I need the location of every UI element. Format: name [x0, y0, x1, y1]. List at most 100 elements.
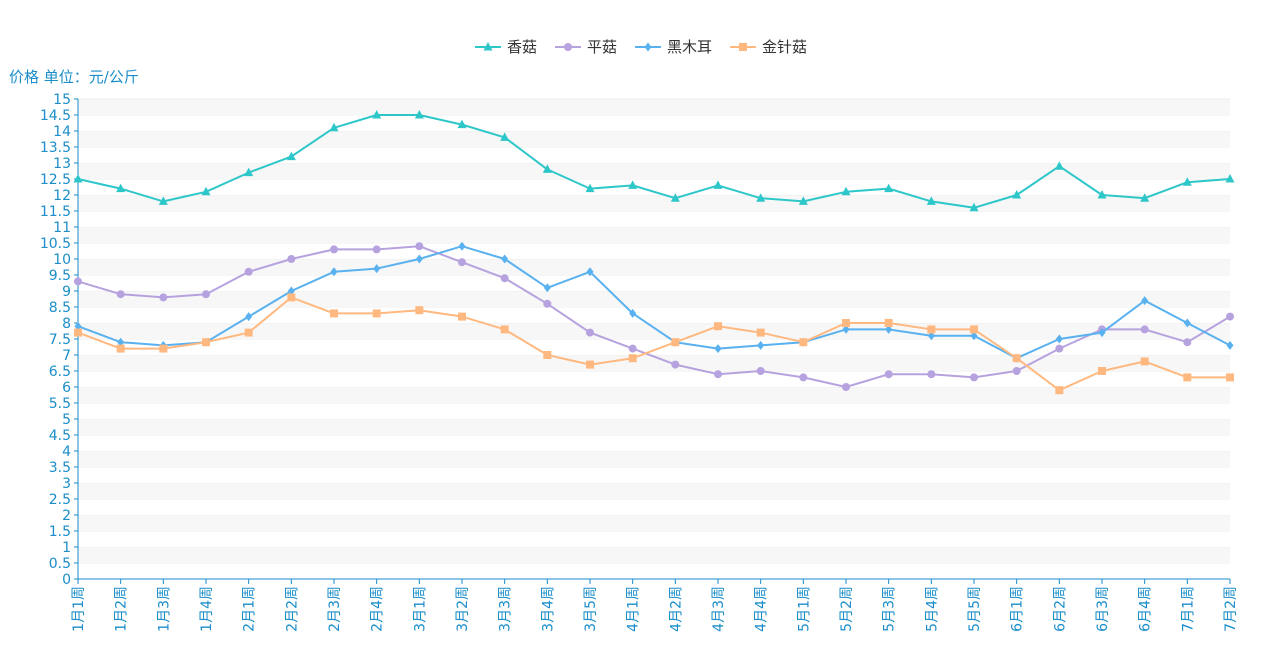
data-point: [927, 325, 936, 334]
grid-band: [78, 259, 1230, 275]
grid-band: [78, 291, 1230, 307]
data-point: [927, 331, 935, 341]
data-point: [458, 312, 466, 321]
grid-band: [78, 99, 1230, 115]
data-point: [330, 267, 338, 277]
legend-triangle-icon: [474, 41, 501, 50]
legend-item[interactable]: 香菇: [474, 36, 537, 57]
data-point: [798, 196, 808, 205]
y-tick-label: 3: [62, 476, 71, 492]
grid-band: [78, 307, 1230, 323]
x-tick-label: 5月3周: [882, 586, 898, 632]
grid-band: [78, 499, 1230, 515]
y-tick-label: 1.5: [49, 524, 71, 540]
grid-band: [78, 339, 1230, 355]
data-point: [757, 340, 765, 350]
data-point: [670, 193, 680, 202]
data-point: [287, 293, 296, 302]
data-point: [756, 367, 765, 375]
data-point: [884, 370, 893, 379]
x-tick-label: 6月4周: [1138, 586, 1154, 632]
y-tick-label: 0.5: [49, 556, 71, 572]
data-point: [543, 351, 552, 359]
data-point: [117, 337, 125, 347]
data-point: [286, 151, 296, 161]
y-axis-title: 价格 单位：元/公斤: [9, 68, 139, 86]
data-point: [628, 344, 637, 353]
data-point: [329, 122, 339, 132]
grid-band: [78, 243, 1230, 259]
y-tick-label: 11: [53, 220, 71, 236]
data-point: [1226, 373, 1234, 382]
data-point: [927, 370, 936, 379]
x-tick-label: 3月5周: [583, 586, 599, 632]
data-point: [586, 360, 594, 369]
data-point: [244, 167, 254, 177]
x-tick-label: 1月1周: [71, 586, 87, 632]
data-point: [1141, 296, 1149, 306]
legend-diamond-icon: [635, 42, 661, 51]
legend-item[interactable]: 平菇: [554, 36, 617, 57]
legend-item[interactable]: 黑木耳: [635, 36, 712, 57]
grid-band: [78, 483, 1230, 499]
data-point: [1097, 190, 1107, 199]
data-point: [330, 245, 338, 254]
x-tick-label: 6月1周: [1010, 586, 1026, 632]
y-tick-label: 9.5: [49, 268, 71, 284]
data-point: [1140, 357, 1149, 366]
data-point: [501, 254, 509, 264]
data-point: [842, 324, 850, 334]
x-tick-label: 3月3周: [498, 586, 514, 632]
data-point: [415, 242, 424, 251]
data-point: [373, 264, 381, 274]
legend-label: 金针菇: [762, 38, 808, 56]
data-point: [116, 183, 126, 193]
y-tick-label: 6.5: [49, 364, 71, 380]
y-tick-label: 1: [62, 540, 71, 556]
y-tick-label: 12: [53, 188, 71, 204]
x-tick-label: 5月5周: [967, 586, 983, 632]
data-point: [714, 344, 722, 354]
grid-band: [78, 467, 1230, 483]
y-tick-label: 0: [62, 572, 71, 588]
legend-item[interactable]: 金针菇: [730, 36, 807, 57]
data-point: [1182, 177, 1192, 186]
data-point: [158, 196, 168, 205]
data-point: [372, 245, 381, 254]
data-point: [414, 110, 424, 119]
data-point: [1055, 344, 1064, 353]
data-point: [415, 254, 423, 264]
data-point: [1055, 386, 1064, 395]
y-tick-label: 4: [62, 444, 71, 460]
data-point: [500, 132, 510, 141]
grid-band: [78, 531, 1230, 547]
data-point: [1226, 312, 1234, 321]
data-point: [202, 338, 210, 347]
x-tick-label: 5月4周: [924, 586, 940, 632]
data-point: [713, 180, 723, 189]
data-point: [287, 255, 296, 263]
y-tick-label: 15: [53, 92, 71, 108]
data-point: [1012, 354, 1021, 363]
x-tick-label: 5月2周: [839, 586, 855, 632]
series-line: [77, 114, 1231, 209]
y-tick-label: 2.5: [49, 492, 71, 508]
x-tick-label: 3月1周: [412, 586, 428, 632]
data-point: [841, 186, 851, 196]
data-point: [1140, 325, 1149, 334]
data-point: [458, 241, 466, 251]
y-tick-label: 14.5: [40, 108, 71, 124]
x-tick-label: 5月1周: [796, 586, 812, 632]
legend-circle-icon: [554, 42, 581, 51]
y-tick-label: 2: [62, 508, 71, 524]
grid-band: [78, 547, 1230, 563]
grid-band: [78, 211, 1230, 227]
series-line: [77, 245, 1231, 388]
y-tick-label: 3.5: [49, 460, 71, 476]
data-point: [671, 338, 680, 347]
y-tick-label: 11.5: [40, 204, 71, 220]
data-point: [244, 267, 253, 276]
data-point: [628, 180, 638, 189]
data-point: [1098, 367, 1106, 375]
data-point: [116, 290, 125, 299]
